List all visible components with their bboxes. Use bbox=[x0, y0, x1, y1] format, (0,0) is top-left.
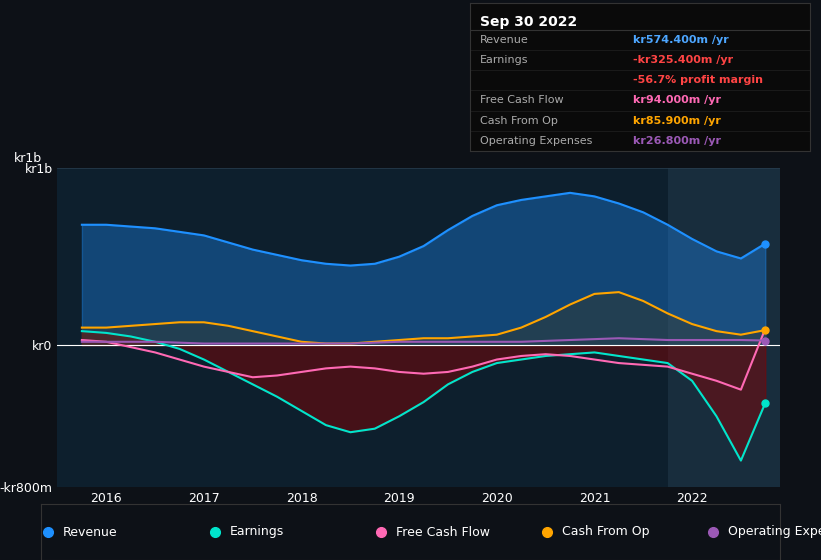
Text: kr574.400m /yr: kr574.400m /yr bbox=[633, 35, 729, 45]
Text: Sep 30 2022: Sep 30 2022 bbox=[479, 15, 577, 29]
Text: kr85.900m /yr: kr85.900m /yr bbox=[633, 116, 721, 126]
Bar bbox=[667, 168, 780, 487]
Text: Operating Expenses: Operating Expenses bbox=[728, 525, 821, 539]
Text: -kr325.400m /yr: -kr325.400m /yr bbox=[633, 55, 733, 65]
Text: Operating Expenses: Operating Expenses bbox=[479, 136, 592, 146]
Text: Cash From Op: Cash From Op bbox=[479, 116, 557, 126]
Text: Revenue: Revenue bbox=[479, 35, 529, 45]
Text: -56.7% profit margin: -56.7% profit margin bbox=[633, 75, 764, 85]
Text: kr1b: kr1b bbox=[14, 152, 42, 165]
Text: Revenue: Revenue bbox=[63, 525, 118, 539]
Text: Free Cash Flow: Free Cash Flow bbox=[479, 96, 563, 105]
Text: Cash From Op: Cash From Op bbox=[562, 525, 649, 539]
Text: Earnings: Earnings bbox=[229, 525, 284, 539]
Text: Free Cash Flow: Free Cash Flow bbox=[396, 525, 489, 539]
Text: Earnings: Earnings bbox=[479, 55, 529, 65]
Text: kr26.800m /yr: kr26.800m /yr bbox=[633, 136, 721, 146]
Text: kr94.000m /yr: kr94.000m /yr bbox=[633, 96, 721, 105]
